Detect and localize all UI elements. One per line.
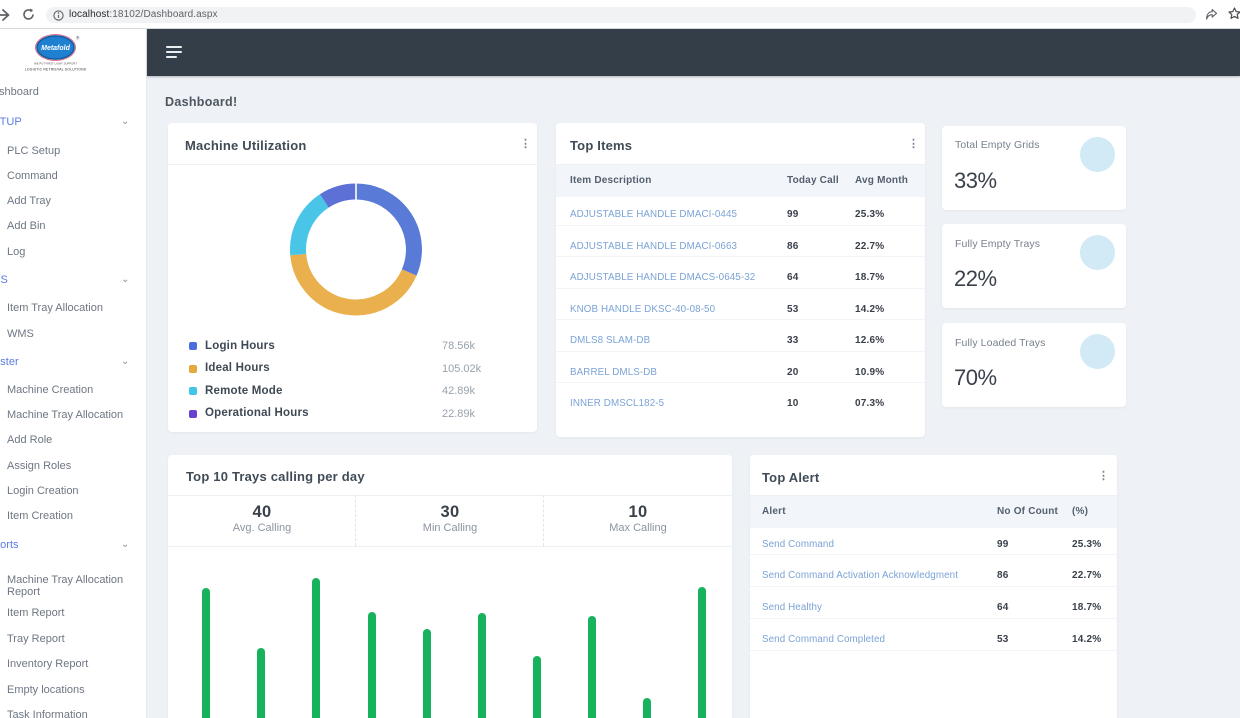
svg-text:®: ® bbox=[76, 35, 80, 41]
svg-text:WE PUT FIRST LIGHT SUPPORT: WE PUT FIRST LIGHT SUPPORT bbox=[34, 62, 77, 66]
svg-text:Metafold: Metafold bbox=[41, 45, 71, 52]
svg-text:LOGISTIC RETRIEVAL SOLUTIONS: LOGISTIC RETRIEVAL SOLUTIONS bbox=[25, 68, 87, 72]
